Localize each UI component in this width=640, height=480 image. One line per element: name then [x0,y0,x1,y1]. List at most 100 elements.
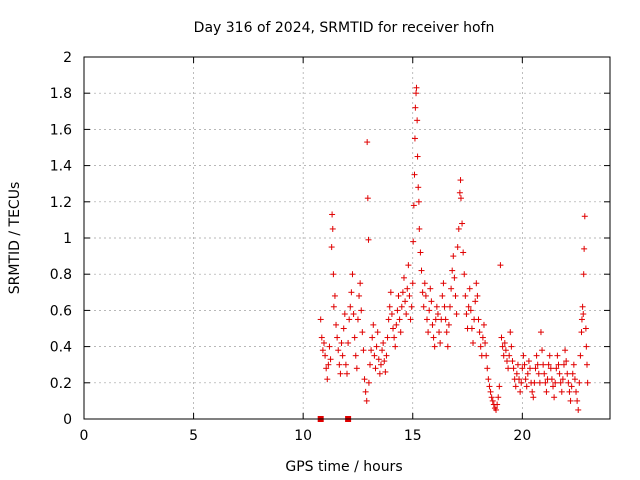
data-point [555,361,562,368]
x-tick-label: 15 [404,428,422,444]
y-tick-label: 0.6 [50,303,72,319]
data-point [489,397,496,404]
data-point [579,303,586,310]
data-point [474,292,481,299]
data-point [388,311,395,318]
data-point [520,352,527,359]
data-point [452,292,459,299]
data-point [429,321,436,328]
data-point [367,361,374,368]
data-point [477,343,484,350]
data-point [493,406,500,413]
data-point [340,325,347,332]
data-point [479,334,486,341]
data-point [428,298,435,305]
data-point [436,329,443,336]
data-point [472,298,479,305]
data-point [420,303,427,310]
data-point [570,361,577,368]
data-point [524,370,531,377]
data-point [457,195,464,202]
data-point [535,370,542,377]
data-point [404,285,411,292]
x-tick-label: 10 [294,428,312,444]
data-point [350,311,357,318]
data-point [533,352,540,359]
data-point [318,334,325,341]
data-point [582,325,589,332]
axis-ticks [83,56,610,420]
data-point [371,352,378,359]
data-point [454,244,461,251]
data-point [319,347,326,354]
y-tick-label: 1.8 [50,86,72,102]
data-point [373,343,380,350]
data-point [362,388,369,395]
data-point [431,343,438,350]
data-point [385,316,392,323]
data-point [396,316,403,323]
data-point [449,267,456,274]
data-point [383,352,390,359]
data-point [335,347,342,354]
data-point [336,361,343,368]
data-point [470,339,477,346]
data-point [379,347,386,354]
data-point [505,365,512,372]
data-point [558,388,565,395]
data-point [342,361,349,368]
data-point [545,361,552,368]
data-point [390,325,397,332]
y-tick-label: 0.4 [50,340,72,356]
grid-lines [84,57,610,419]
data-point [584,379,591,386]
data-point [364,139,371,146]
data-point [392,343,399,350]
data-point [405,262,412,269]
data-point [581,213,588,220]
data-point [475,316,482,323]
data-point [430,334,437,341]
data-point [410,238,417,245]
data-point [412,104,419,111]
data-point [578,316,585,323]
data-point [484,365,491,372]
data-point [360,347,367,354]
data-point [529,388,536,395]
data-point [531,379,538,386]
data-point [518,379,525,386]
data-point [537,329,544,336]
data-point [386,303,393,310]
data-point [443,329,450,336]
data-point [543,388,550,395]
data-point [433,303,440,310]
chart-title: Day 316 of 2024, SRMTID for receiver hof… [194,20,495,36]
data-point [415,198,422,205]
data-point [581,245,588,252]
data-point [387,289,394,296]
data-point [498,334,505,341]
data-point [415,184,422,191]
data-point [377,361,384,368]
data-point [548,376,555,383]
data-point [578,329,585,336]
data-point [322,352,329,359]
data-point [534,361,541,368]
data-point [411,135,418,142]
x-tick-labels: 0 5 10 15 20 [80,428,532,444]
data-point [569,370,576,377]
y-tick-label: 0 [63,412,72,428]
data-point [514,361,521,368]
data-point [554,352,561,359]
data-point [565,379,572,386]
data-points [317,84,591,422]
data-point [423,316,430,323]
data-point [422,292,429,299]
data-point [574,397,581,404]
data-point [441,303,448,310]
y-tick-label: 0.8 [50,267,72,283]
data-point [496,383,503,390]
data-point [459,220,466,227]
data-point [463,311,470,318]
